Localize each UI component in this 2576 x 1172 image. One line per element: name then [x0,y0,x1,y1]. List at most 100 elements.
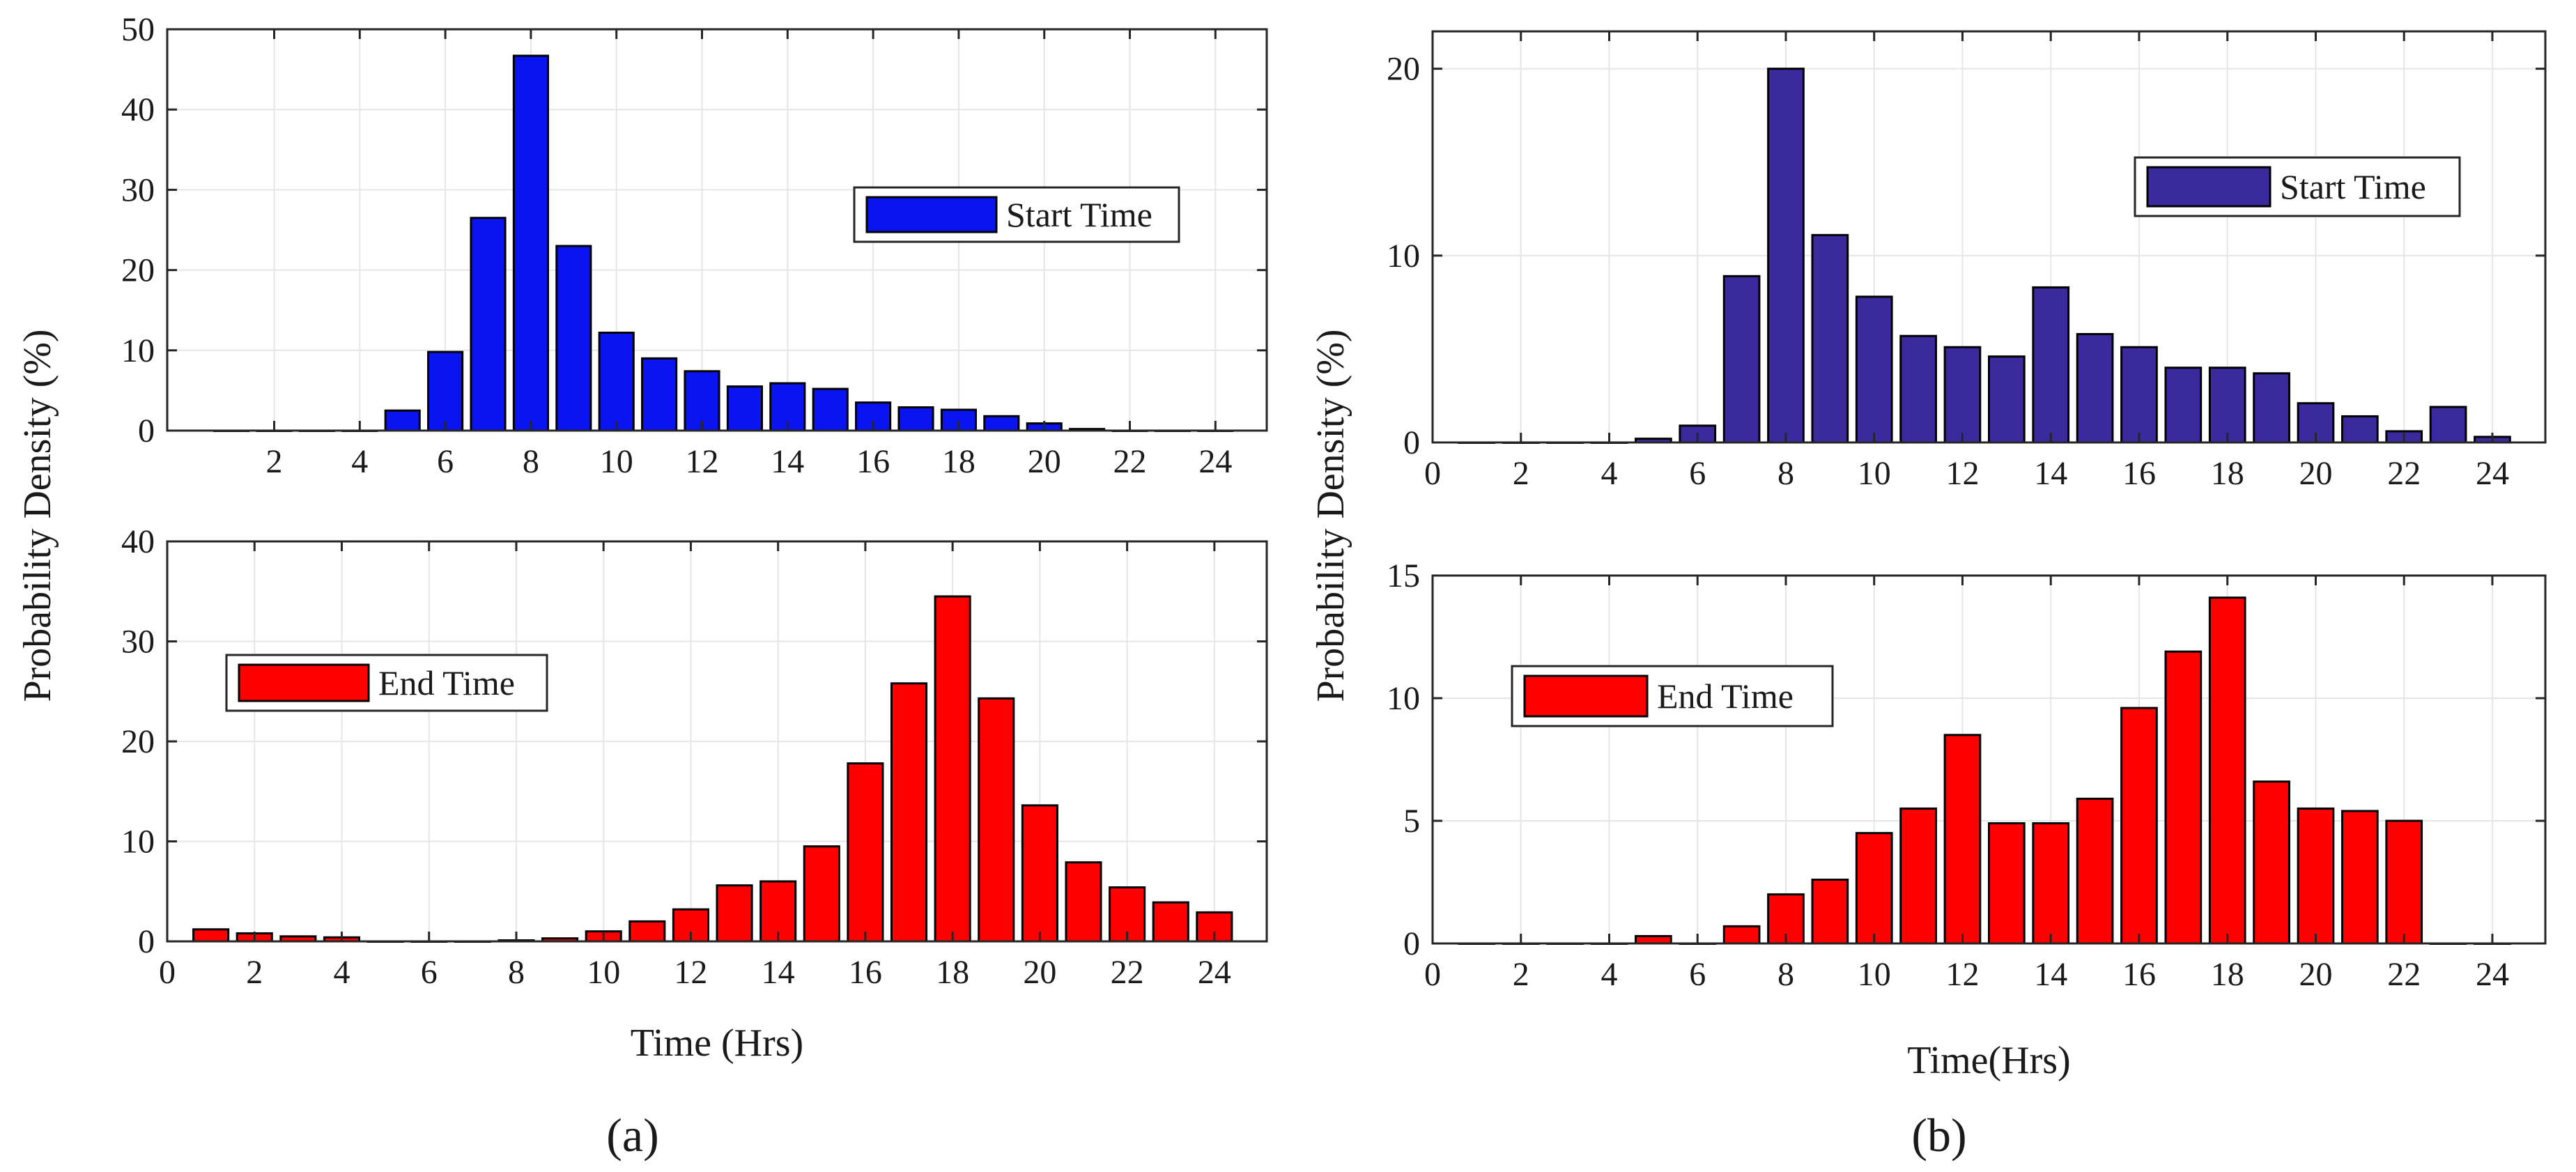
x-tick-label: 12 [686,443,719,480]
x-tick-label: 18 [942,443,975,480]
bar [427,350,464,432]
x-tick-label: 0 [1424,455,1441,492]
x-tick-label: 6 [1689,455,1706,492]
panel-label-a: (a) [606,1109,658,1162]
x-tick-label: 22 [2387,455,2421,492]
x-tick-label: 12 [674,954,707,991]
bar [2385,819,2423,945]
bar [983,415,1020,432]
bar [1065,861,1102,943]
bar [2208,367,2246,444]
x-tick-label: 22 [1113,443,1147,480]
bar [2164,367,2203,444]
bar [2120,346,2158,444]
bar [1988,355,2026,444]
x-tick-label: 8 [1777,956,1794,993]
bar [1899,334,1937,444]
x-tick-label: 24 [1198,443,1232,480]
bar [2253,372,2290,444]
x-tick-label: 4 [1601,956,1617,993]
legend-swatch [238,663,370,702]
x-tick-label: 14 [762,954,795,991]
x-tick-label: 14 [771,443,804,480]
bar [2340,415,2379,444]
bar [978,697,1015,943]
bar [2164,650,2203,945]
chart-b_bottom: 0 2 4 6 8 10 12 14 16 18 20 22 24051015Time(Hrs)End … [1387,557,2547,1082]
x-tick-label: 14 [2034,956,2067,993]
bar [1722,925,1761,945]
x-tick-label: 14 [2034,455,2067,492]
y-tick-label: 15 [1387,557,1420,594]
y-tick-label: 10 [121,824,155,861]
bar [1855,832,1893,945]
y-tick-label: 40 [121,523,155,560]
bar [555,245,592,432]
bar [2297,807,2335,945]
bar [1021,804,1058,943]
bar [1811,233,1849,444]
x-tick-label: 4 [333,954,350,991]
x-tick-label: 12 [1945,956,1979,993]
y-tick-label: 0 [1403,424,1420,461]
bar [2076,797,2114,945]
bar [2208,596,2246,945]
ylabel-left: Probability Density (%) [16,329,59,702]
x-tick-label: 18 [2211,956,2244,993]
x-axis-label: Time(Hrs) [1907,1039,2070,1082]
bar [803,845,840,943]
x-axis-label: Time (Hrs) [631,1021,803,1065]
bar [716,884,753,943]
x-tick-label: 0 [1424,956,1441,993]
x-tick-label: 24 [2476,455,2509,492]
x-tick-label: 10 [600,443,633,480]
bar [2032,822,2070,945]
bar [2340,810,2379,945]
bar [384,409,421,432]
bar [628,920,666,943]
bar [2032,286,2070,444]
bar [2253,780,2290,945]
y-tick-label: 30 [121,171,155,208]
bar [812,387,849,432]
bar [1767,68,1805,444]
y-tick-label: 50 [121,11,155,48]
x-tick-label: 20 [2299,956,2332,993]
y-tick-label: 30 [121,624,155,661]
x-tick-label: 10 [1858,956,1891,993]
bar [684,370,720,432]
bar [1943,346,1982,444]
bar [470,217,507,432]
x-tick-label: 8 [1777,455,1794,492]
bar [1855,295,1893,444]
y-tick-label: 10 [121,332,155,369]
x-tick-label: 6 [421,954,438,991]
x-tick-label: 4 [1601,455,1617,492]
x-tick-label: 16 [2122,455,2156,492]
x-tick-label: 20 [2299,455,2332,492]
y-tick-label: 0 [1403,925,1420,962]
legend-label: Start Time [2280,167,2426,206]
y-tick-label: 10 [1387,238,1420,275]
x-tick-label: 2 [246,954,263,991]
bar [2076,332,2114,444]
x-tick-label: 8 [508,954,525,991]
x-tick-label: 0 [159,954,176,991]
x-tick-label: 24 [1198,954,1231,991]
x-tick-label: 24 [2476,956,2509,993]
y-tick-label: 0 [138,923,155,960]
x-tick-label: 8 [523,443,539,480]
x-tick-label: 16 [849,954,882,991]
x-tick-label: 16 [2122,956,2156,993]
x-tick-label: 10 [1858,455,1891,492]
bar [847,762,884,943]
bar [192,928,230,943]
x-tick-label: 20 [1028,443,1061,480]
y-tick-label: 20 [1387,51,1420,88]
x-tick-label: 4 [351,443,368,480]
bar [726,385,763,432]
bar [897,406,934,432]
x-tick-label: 18 [936,954,969,991]
